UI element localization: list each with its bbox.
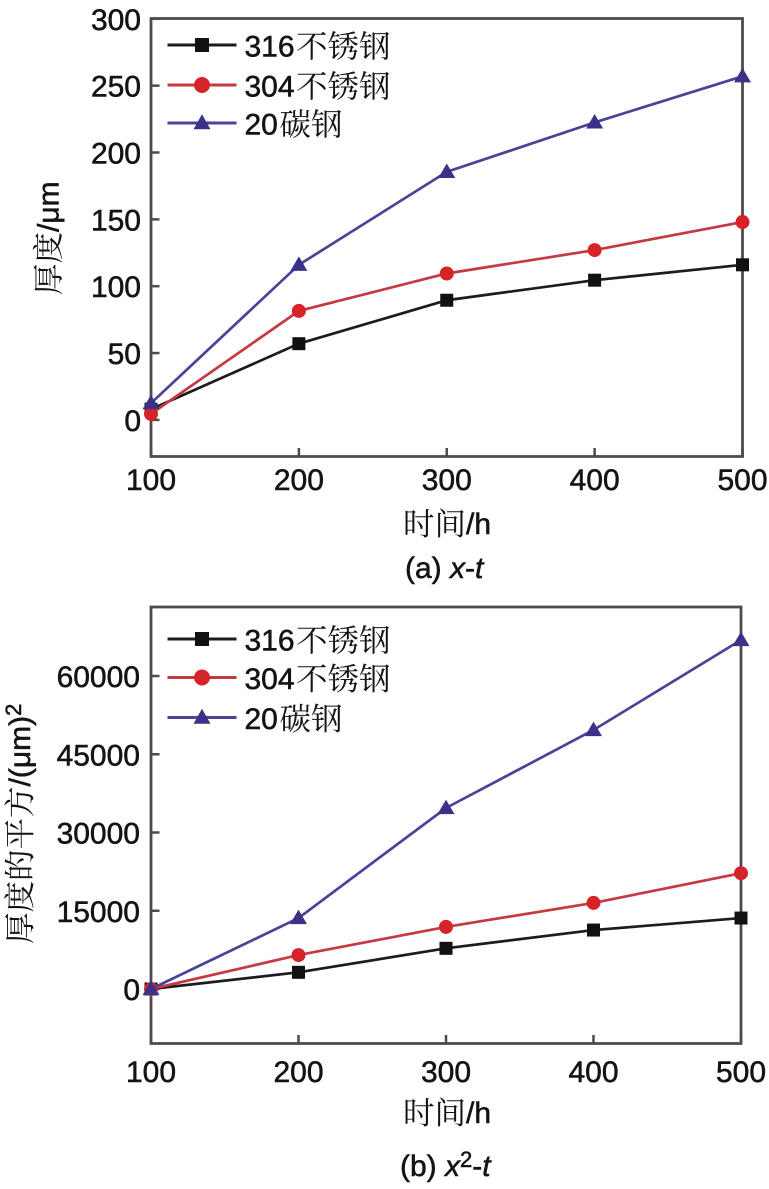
svg-text:/h: /h — [466, 508, 491, 541]
svg-text:100: 100 — [126, 464, 176, 497]
svg-text:300: 300 — [422, 464, 472, 497]
svg-text:300: 300 — [91, 4, 141, 37]
svg-text:20: 20 — [245, 109, 278, 142]
svg-text:500: 500 — [717, 464, 767, 497]
svg-text:30000: 30000 — [57, 818, 140, 851]
svg-text:0: 0 — [123, 974, 140, 1007]
svg-text:/h: /h — [466, 1097, 491, 1130]
svg-text:/μm: /μm — [33, 181, 66, 232]
svg-text:200: 200 — [273, 1056, 323, 1089]
svg-text:100: 100 — [126, 1056, 176, 1089]
svg-text:20: 20 — [245, 703, 278, 736]
svg-text:304: 304 — [245, 663, 295, 696]
svg-text:250: 250 — [91, 71, 141, 104]
svg-text:400: 400 — [568, 1056, 618, 1089]
svg-text:150: 150 — [91, 204, 141, 237]
svg-text:(b) x2-t: (b) x2-t — [400, 1147, 492, 1183]
svg-text:300: 300 — [421, 1056, 471, 1089]
svg-text:304: 304 — [245, 71, 295, 104]
svg-text:/(μm)2: /(μm)2 — [1, 704, 37, 787]
svg-text:316: 316 — [245, 31, 295, 64]
svg-text:15000: 15000 — [57, 896, 140, 929]
svg-text:200: 200 — [274, 464, 324, 497]
svg-text:316: 316 — [245, 625, 295, 658]
svg-text:60000: 60000 — [57, 661, 140, 694]
svg-text:0: 0 — [124, 405, 141, 438]
svg-text:45000: 45000 — [57, 739, 140, 772]
svg-text:400: 400 — [570, 464, 620, 497]
svg-text:50: 50 — [108, 338, 141, 371]
svg-text:100: 100 — [91, 271, 141, 304]
svg-text:500: 500 — [716, 1056, 766, 1089]
svg-text:(a) x-t: (a) x-t — [405, 552, 485, 585]
svg-text:200: 200 — [91, 138, 141, 171]
